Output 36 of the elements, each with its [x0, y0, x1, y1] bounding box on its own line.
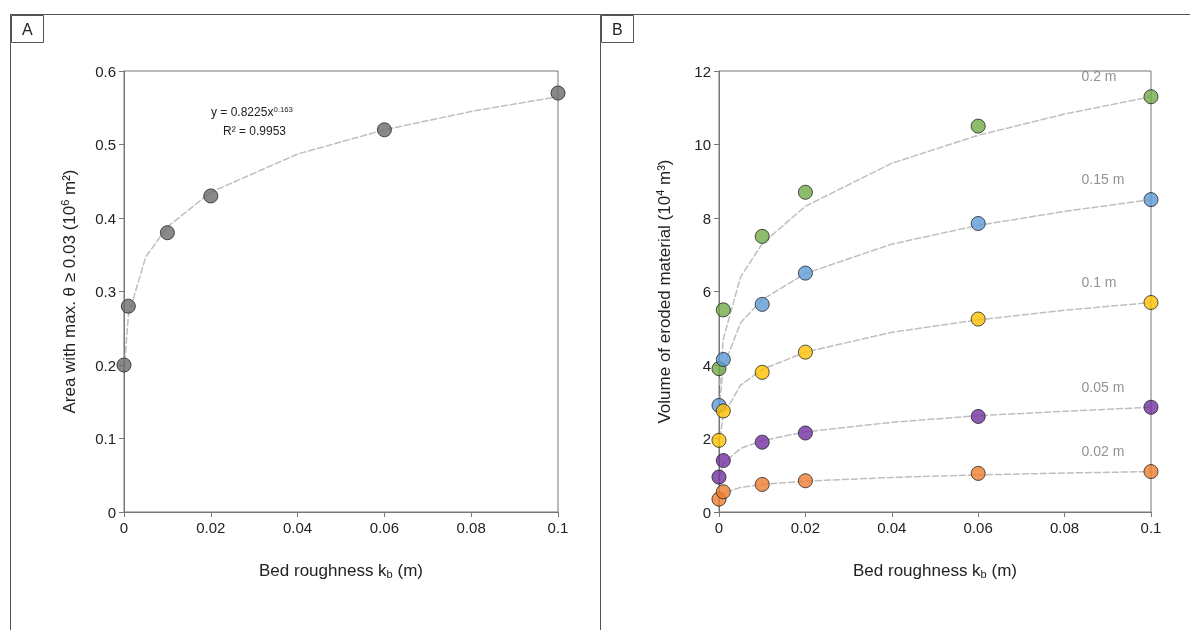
annotation: R² = 0.9953 [223, 124, 287, 138]
y-tick-label: 0.1 [95, 430, 116, 447]
x-axis-title: Bed roughness kb (m) [259, 561, 423, 581]
x-tick-label: 0.08 [456, 519, 486, 536]
y-tick-label: 8 [702, 209, 711, 227]
y-tick-label: 0.4 [95, 209, 116, 227]
y-tick-label: 12 [694, 62, 711, 80]
y-tick-label: 0.2 [95, 356, 116, 374]
y-tick-label: 6 [702, 283, 711, 300]
series-label: 0.02 m [1081, 443, 1125, 460]
y-tick-label: 10 [694, 136, 711, 153]
text: 0.1 m [1081, 274, 1117, 291]
y-tick-label: 2 [702, 430, 711, 447]
x-tick-label: 0 [714, 519, 724, 536]
y-tick-label: 4 [702, 356, 711, 374]
x-tick-label: 0.06 [963, 519, 993, 536]
chart-title: B [612, 20, 623, 38]
y-tick-label: 0 [107, 503, 116, 521]
x-tick-label: 0.06 [369, 519, 399, 536]
y-tick-label: 0.3 [95, 283, 116, 300]
x-tick-label: 0.04 [283, 519, 313, 536]
x-tick-label: 0.1 [1140, 519, 1162, 536]
series-label: 0.15 m [1081, 171, 1125, 188]
y-tick-label: 0 [702, 503, 711, 521]
x-tick-label: 0.02 [196, 519, 226, 536]
x-tick-label: 0 [119, 519, 129, 536]
y-tick-label: 0.5 [95, 136, 116, 153]
x-tick-label: 0.08 [1050, 519, 1080, 536]
text: 0.2 m [1081, 68, 1117, 85]
y-tick-label: 0.6 [95, 62, 116, 80]
x-tick-label: 0.04 [877, 519, 907, 536]
series-label: 0.05 m [1081, 378, 1125, 395]
chart-title: A [22, 20, 33, 38]
x-tick-label: 0.1 [547, 519, 569, 536]
x-axis-title: Bed roughness kb (m) [853, 561, 1017, 581]
x-tick-label: 0.02 [790, 519, 820, 536]
